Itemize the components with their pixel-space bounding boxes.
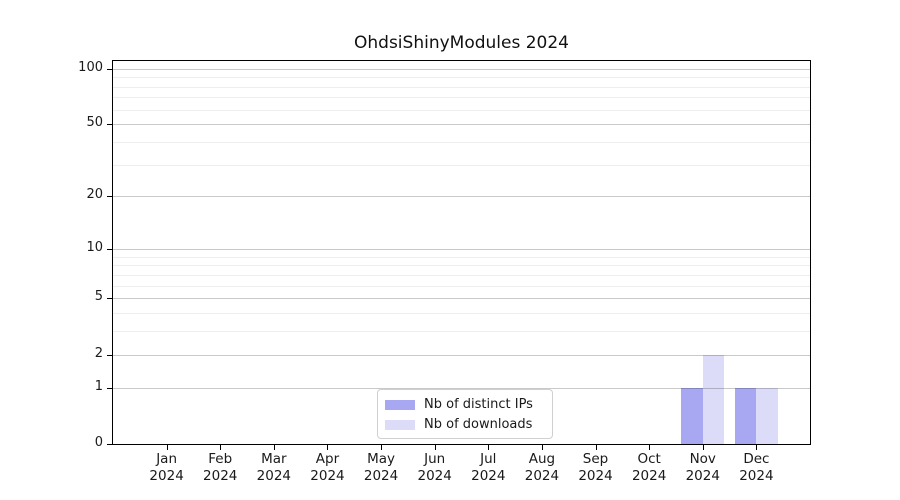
y-tick-label: 2 bbox=[94, 345, 103, 361]
x-tick-label: Sep 2024 bbox=[578, 451, 613, 484]
legend-swatch-downloads bbox=[385, 419, 415, 430]
x-tick-label: Apr 2024 bbox=[310, 451, 345, 484]
x-tick-label: Mar 2024 bbox=[256, 451, 292, 484]
gridline-major bbox=[113, 354, 810, 356]
x-tick-label: Aug 2024 bbox=[524, 451, 560, 484]
x-tick-mark bbox=[166, 445, 168, 450]
legend-swatch-distinct-ips bbox=[385, 399, 415, 410]
legend-item-downloads: Nb of downloads bbox=[385, 416, 546, 433]
bar-nov-nb-of-distinct-ips bbox=[681, 387, 703, 444]
y-tick-mark bbox=[107, 196, 113, 198]
x-tick-mark bbox=[702, 445, 704, 450]
y-tick-mark bbox=[107, 387, 113, 389]
gridline-major bbox=[113, 124, 810, 126]
bar-dec-nb-of-downloads bbox=[756, 387, 778, 444]
x-tick-label: Nov 2024 bbox=[685, 451, 720, 484]
x-tick-mark bbox=[488, 445, 490, 450]
x-tick-label: Jul 2024 bbox=[471, 451, 506, 484]
x-tick-mark bbox=[434, 445, 436, 450]
x-tick-mark bbox=[595, 445, 597, 450]
y-tick-label: 5 bbox=[94, 289, 103, 305]
x-tick-label: Feb 2024 bbox=[203, 451, 238, 484]
gridline-minor bbox=[113, 86, 810, 88]
x-tick-mark bbox=[273, 445, 275, 450]
legend: Nb of distinct IPs Nb of downloads bbox=[377, 389, 553, 439]
y-tick-label: 20 bbox=[86, 187, 103, 203]
gridline-major bbox=[113, 68, 810, 70]
bar-dec-nb-of-distinct-ips bbox=[734, 387, 757, 444]
gridline-major bbox=[113, 298, 810, 300]
gridline-minor bbox=[113, 141, 810, 143]
gridline-minor bbox=[113, 164, 810, 166]
gridline-minor bbox=[113, 285, 810, 287]
chart-title: OhdsiShinyModules 2024 bbox=[354, 33, 569, 53]
legend-label-downloads: Nb of downloads bbox=[424, 417, 533, 432]
x-tick-label: Jun 2024 bbox=[417, 451, 452, 484]
x-tick-mark bbox=[541, 445, 543, 450]
x-tick-label: Jan 2024 bbox=[149, 451, 184, 484]
gridline-minor bbox=[113, 256, 810, 258]
bar-nov-nb-of-downloads bbox=[702, 354, 725, 444]
y-tick-label: 50 bbox=[86, 115, 103, 131]
y-tick-mark bbox=[107, 444, 113, 445]
y-tick-label: 10 bbox=[86, 239, 103, 255]
gridline-minor bbox=[113, 274, 810, 276]
y-tick-label: 1 bbox=[94, 378, 103, 394]
y-tick-mark bbox=[107, 354, 113, 356]
gridline-minor bbox=[113, 97, 810, 99]
gridline-minor bbox=[113, 265, 810, 267]
x-tick-mark bbox=[756, 445, 758, 450]
x-tick-label: Oct 2024 bbox=[631, 451, 667, 484]
y-tick-mark bbox=[107, 248, 113, 250]
y-tick-label: 100 bbox=[78, 59, 103, 75]
gridline-major bbox=[113, 248, 810, 250]
x-tick-mark bbox=[220, 445, 222, 450]
gridline-minor bbox=[113, 313, 810, 315]
gridline-major bbox=[113, 196, 810, 198]
y-tick-mark bbox=[107, 298, 113, 300]
gridline-minor bbox=[113, 331, 810, 333]
y-tick-label: 0 bbox=[94, 435, 103, 450]
legend-label-distinct-ips: Nb of distinct IPs bbox=[424, 397, 533, 412]
x-tick-label: May 2024 bbox=[363, 451, 399, 484]
y-tick-mark bbox=[107, 68, 113, 70]
gridline-minor bbox=[113, 109, 810, 111]
legend-item-distinct-ips: Nb of distinct IPs bbox=[385, 396, 546, 413]
x-tick-mark bbox=[649, 445, 651, 450]
gridline-minor bbox=[113, 77, 810, 79]
plot-frame bbox=[112, 60, 811, 445]
x-tick-mark bbox=[327, 445, 329, 450]
y-tick-mark bbox=[107, 124, 113, 126]
x-tick-label: Dec 2024 bbox=[739, 451, 774, 484]
x-tick-mark bbox=[381, 445, 383, 450]
gridline-major bbox=[113, 387, 810, 389]
